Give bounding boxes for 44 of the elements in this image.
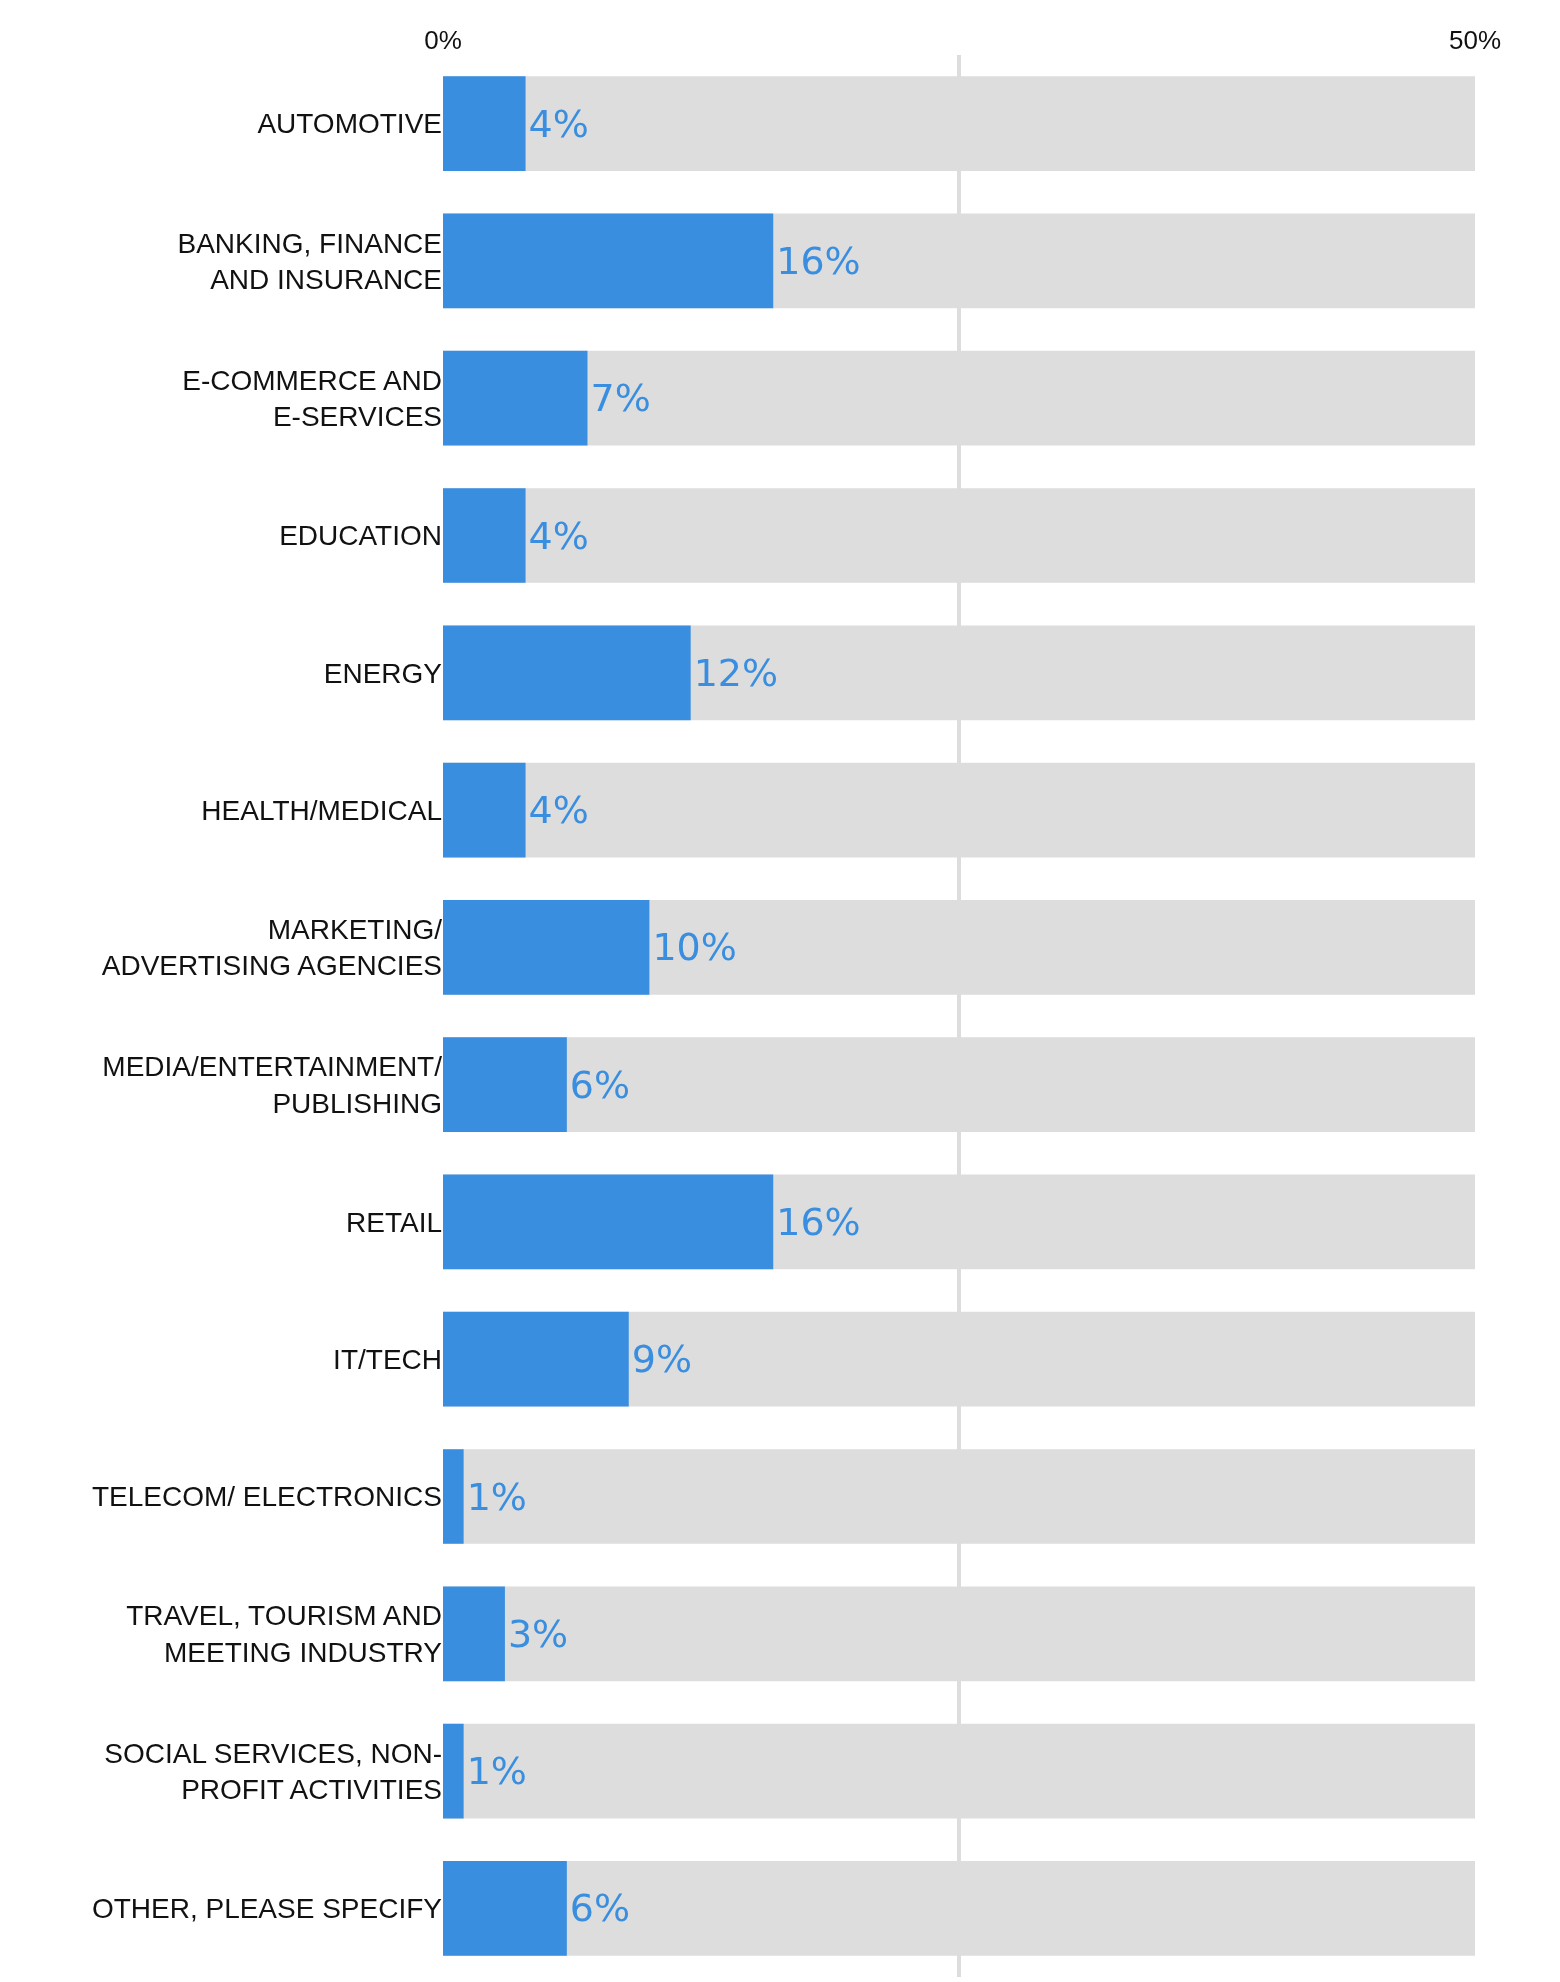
y-tick-label: TELECOM/ ELECTRONICS <box>91 1481 442 1513</box>
bar <box>443 625 691 721</box>
bar <box>443 1723 464 1819</box>
bar <box>443 899 650 995</box>
data-label: 7% <box>590 376 651 421</box>
data-label: 4% <box>528 513 589 558</box>
y-tick-label: TRAVEL, TOURISM AND MEETING INDUSTRY <box>126 1600 443 1668</box>
data-label: 16% <box>776 238 861 283</box>
bar <box>443 76 526 172</box>
y-tick-label: BANKING, FINANCE AND INSURANCE <box>177 227 442 295</box>
data-label: 6% <box>569 1062 631 1107</box>
y-tick-label: SOCIAL SERVICES, NON- PROFIT ACTIVITIES <box>104 1737 442 1806</box>
data-label: 1% <box>466 1474 527 1519</box>
y-tick-label: HEALTH/MEDICAL <box>201 794 442 826</box>
bar <box>443 488 526 583</box>
data-label: 6% <box>569 1886 631 1931</box>
data-label: 12% <box>693 650 779 695</box>
data-label: 16% <box>776 1199 861 1244</box>
y-tick-label: MEDIA/ENTERTAINMENT/ PUBLISHING <box>102 1051 443 1119</box>
y-tick-label: IT/TECH <box>333 1344 442 1376</box>
bar <box>443 213 774 309</box>
data-label: 10% <box>652 925 737 970</box>
y-tick-label: RETAIL <box>346 1206 442 1238</box>
data-label: 4% <box>528 788 589 833</box>
y-tick-label: OTHER, PLEASE SPECIFY <box>91 1893 443 1925</box>
bar <box>443 1449 464 1544</box>
bar <box>443 1586 505 1682</box>
y-tick-label: ENERGY <box>323 657 443 689</box>
data-label: 9% <box>631 1337 693 1382</box>
bar <box>443 762 526 858</box>
y-tick-label: MARKETING/ ADVERTISING AGENCIES <box>101 913 443 982</box>
data-label: 1% <box>466 1749 527 1794</box>
y-tick-label: AUTOMOTIVE <box>257 108 442 140</box>
data-label: 4% <box>528 101 589 146</box>
y-tick-label: EDUCATION <box>279 520 442 552</box>
y-tick-label: E-COMMERCE AND E-SERVICES <box>182 364 442 433</box>
bar <box>443 1860 567 1956</box>
x-tick-label: 0% <box>424 24 462 55</box>
data-label: 3% <box>507 1611 569 1656</box>
bar <box>443 1311 629 1407</box>
x-tick-label: 50% <box>1448 24 1502 55</box>
bar <box>443 1174 774 1270</box>
bar <box>443 1037 567 1133</box>
bar <box>443 350 588 446</box>
